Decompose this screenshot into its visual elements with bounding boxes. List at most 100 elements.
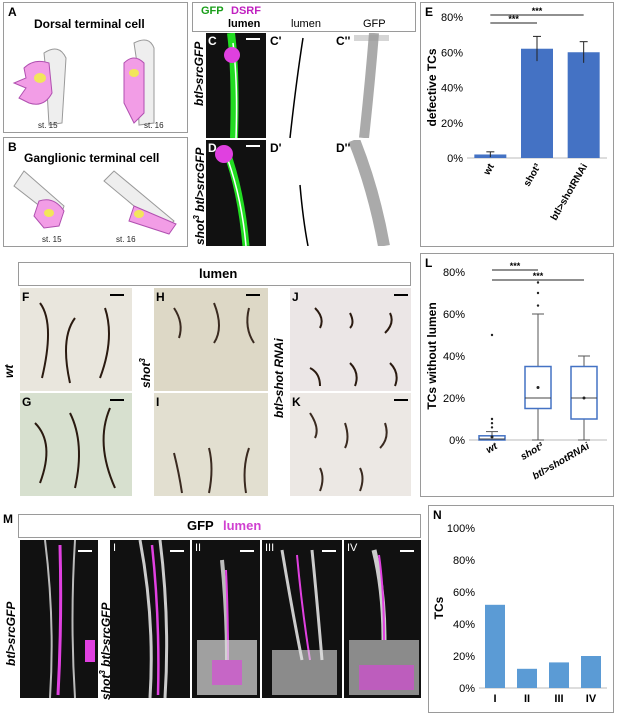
n-ytick-label: 0% bbox=[459, 683, 475, 695]
l-ytick-label: 20% bbox=[443, 393, 465, 405]
l-xtick-label: shot³ bbox=[519, 441, 546, 463]
panel-e-letter: E bbox=[425, 5, 434, 19]
l-outlier bbox=[536, 304, 540, 307]
lumen-header: lumen bbox=[199, 266, 238, 281]
panel-b-stage-16: st. 16 bbox=[116, 235, 136, 244]
row-label-rnai: btl>shot RNAi bbox=[272, 338, 286, 418]
header-lumen-1: lumen bbox=[228, 18, 261, 30]
l-outlier bbox=[536, 281, 540, 284]
e-ytick-label: 20% bbox=[441, 118, 463, 130]
panel-b: B Ganglionic terminal cell st. 15 st. 16 bbox=[3, 137, 188, 247]
l-box bbox=[524, 365, 552, 410]
n-ylabel: TCs bbox=[432, 596, 446, 619]
l-outlier bbox=[490, 422, 494, 425]
panel-b-stage-15: st. 15 bbox=[42, 235, 62, 244]
panel-l: L 0% 20% 40% 60% 80% TCs without lumen wt shot³… bbox=[420, 253, 614, 497]
label-c-prime: C' bbox=[270, 34, 282, 48]
n-ytick-label: 60% bbox=[453, 587, 475, 599]
e-ylabel: defective TCs bbox=[425, 48, 439, 126]
panel-a-title: Dorsal terminal cell bbox=[34, 17, 145, 31]
image-m-iv bbox=[344, 540, 421, 698]
l-outlier bbox=[490, 426, 494, 429]
label-k: K bbox=[292, 395, 301, 409]
n-ytick-label: 80% bbox=[453, 555, 475, 567]
l-ytick-label: 80% bbox=[443, 267, 465, 279]
panel-fk-header: lumen bbox=[18, 262, 411, 286]
image-d-double-prime bbox=[334, 140, 406, 246]
header-lumen-2: lumen bbox=[291, 18, 321, 30]
image-j bbox=[290, 288, 411, 391]
image-d bbox=[206, 140, 266, 246]
roman-ii: II bbox=[195, 542, 202, 554]
label-i: I bbox=[156, 395, 160, 409]
l-box bbox=[570, 365, 598, 420]
e-xtick-label: btl>shotRNAi bbox=[549, 162, 590, 223]
l-mean-marker bbox=[536, 386, 540, 389]
label-c-double-prime: C'' bbox=[336, 34, 351, 48]
panel-a-stage-16: st. 16 bbox=[144, 121, 164, 130]
l-ylabel: TCs without lumen bbox=[425, 302, 439, 409]
image-k bbox=[290, 393, 411, 496]
n-ytick-label: 100% bbox=[447, 523, 475, 535]
l-ytick-label: 60% bbox=[443, 309, 465, 321]
label-h: H bbox=[156, 290, 165, 304]
label-d-double-prime: D'' bbox=[336, 141, 351, 155]
dorsal-cell-drawing bbox=[12, 39, 155, 126]
l-ytick-label: 40% bbox=[443, 351, 465, 363]
image-c-prime bbox=[268, 33, 332, 138]
label-g: G bbox=[22, 395, 32, 409]
header-gfp: GFP bbox=[201, 5, 224, 17]
label-f: F bbox=[22, 290, 30, 304]
panel-b-title: Ganglionic terminal cell bbox=[24, 151, 160, 165]
n-xtick-label: IV bbox=[586, 693, 597, 705]
e-ytick-label: 80% bbox=[441, 12, 463, 24]
roman-i: I bbox=[113, 542, 117, 554]
chart-e: 0% 20% 40% 60% 80% defective TCs wt shot³ btl>sh… bbox=[425, 6, 607, 223]
e-sig-label: *** bbox=[532, 6, 543, 16]
panel-cd-header-box: GFP DSRF lumen lumen GFP bbox=[192, 2, 416, 32]
image-m-ii bbox=[192, 540, 260, 698]
l-sig-label: *** bbox=[510, 261, 521, 271]
image-c bbox=[206, 33, 266, 138]
panel-b-letter: B bbox=[8, 140, 17, 154]
label-j: J bbox=[292, 290, 299, 304]
header-gfp-2: GFP bbox=[363, 18, 386, 30]
panel-a-letter: A bbox=[8, 5, 17, 19]
e-sig-label: *** bbox=[508, 14, 519, 24]
l-mean-marker bbox=[582, 396, 586, 400]
row-label-shot: shot3 bbox=[138, 358, 153, 388]
e-bar bbox=[521, 48, 553, 158]
image-i bbox=[154, 393, 268, 496]
image-m-iii bbox=[262, 540, 342, 698]
e-bar bbox=[567, 52, 600, 158]
image-m-i bbox=[110, 540, 190, 698]
roman-iii: III bbox=[265, 542, 275, 554]
n-xtick-label: I bbox=[493, 693, 496, 705]
n-bar bbox=[517, 668, 537, 688]
l-mean-marker bbox=[490, 435, 494, 439]
l-outlier bbox=[536, 291, 540, 295]
n-ytick-label: 40% bbox=[453, 619, 475, 631]
label-d: D bbox=[208, 141, 217, 155]
m-header-gfp: GFP bbox=[187, 518, 214, 533]
label-d-prime: D' bbox=[270, 141, 282, 155]
label-c: C bbox=[208, 34, 217, 48]
image-d-prime bbox=[268, 140, 332, 246]
image-m-control bbox=[20, 540, 98, 698]
m-header-lumen: lumen bbox=[223, 518, 262, 533]
panel-a: A Dorsal terminal cell st. 15 st. 16 bbox=[3, 2, 188, 133]
l-sig-label: *** bbox=[533, 271, 544, 281]
image-h bbox=[154, 288, 268, 391]
e-xtick-label: wt bbox=[481, 161, 497, 178]
n-ytick-label: 20% bbox=[453, 651, 475, 663]
image-g bbox=[20, 393, 132, 496]
n-xtick-label: II bbox=[524, 693, 530, 705]
genotype-d-label: shot3 btl>srcGFP bbox=[192, 147, 207, 245]
panel-n: N 0% 20% 40% 60% 80% 100% TCs I II III IV bbox=[428, 505, 614, 713]
l-outlier bbox=[490, 333, 494, 337]
l-outlier bbox=[490, 417, 494, 421]
l-ytick-label: 0% bbox=[449, 435, 465, 447]
m-genotype-1: btl>srcGFP bbox=[4, 601, 18, 666]
